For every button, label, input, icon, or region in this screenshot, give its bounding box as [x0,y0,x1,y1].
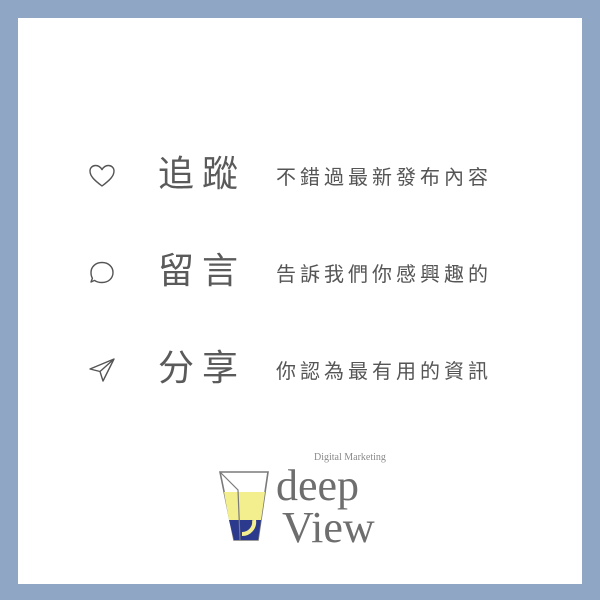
logo-word-view: View [282,503,375,552]
comment-title: 留言 [158,251,247,292]
follow-row: 追蹤 不錯過最新發布內容 [18,146,582,206]
deepview-logo: Digital Marketing deep View [214,450,414,560]
comment-row: 留言 告訴我們你感興趣的 [18,243,582,303]
share-row: 分享 你認為最有用的資訊 [18,340,582,400]
follow-title: 追蹤 [158,154,247,195]
post-card: 追蹤 不錯過最新發布內容 留言 告訴我們你感興趣的 分享 你認為最有用的資訊 D… [18,18,582,584]
heart-icon [86,160,118,192]
glass-logo-mark [219,471,269,541]
share-description: 你認為最有用的資訊 [276,359,492,383]
comment-description: 告訴我們你感興趣的 [276,262,492,286]
speech-bubble-icon [86,257,118,289]
logo-word-deep: deep [276,461,360,510]
paper-plane-icon [86,354,118,386]
follow-description: 不錯過最新發布內容 [276,165,492,189]
logo-tagline: Digital Marketing [314,452,386,463]
share-title: 分享 [158,348,247,389]
